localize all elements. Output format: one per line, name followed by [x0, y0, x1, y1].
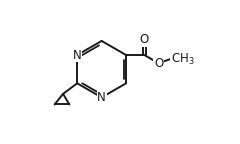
Text: N: N — [97, 91, 106, 104]
Text: CH$_3$: CH$_3$ — [171, 51, 194, 67]
Text: O: O — [140, 33, 149, 46]
Text: O: O — [154, 57, 163, 70]
Text: N: N — [73, 49, 82, 61]
